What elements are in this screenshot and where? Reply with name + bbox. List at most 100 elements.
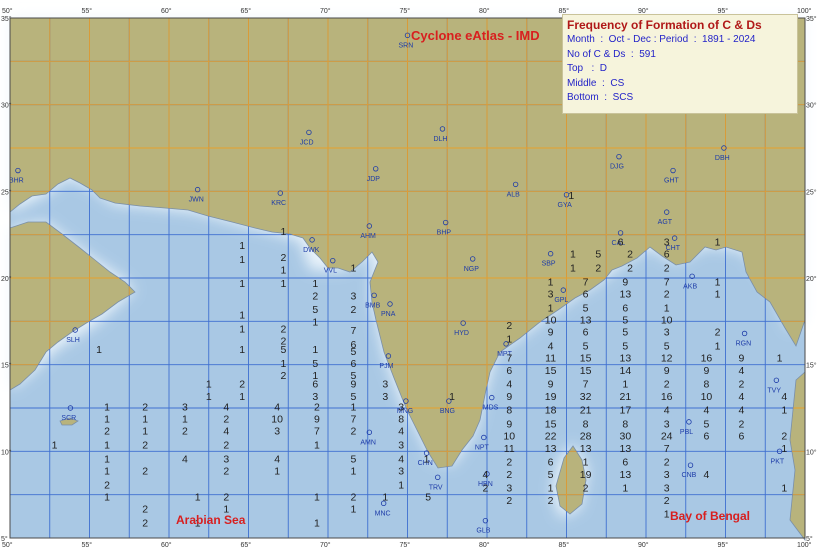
- cell-count: 7: [583, 379, 589, 391]
- station-marker: [616, 153, 622, 160]
- cell-count: 2: [351, 304, 357, 316]
- cell-count: 2: [223, 465, 229, 477]
- cell-count: 1: [622, 379, 628, 391]
- station-label: AHM: [360, 233, 376, 240]
- cell-count: 1: [548, 302, 554, 314]
- lat-label-right: 35°: [806, 15, 817, 23]
- cell-count: 2: [281, 335, 287, 347]
- station-label: SBP: [542, 261, 556, 268]
- station-marker: [617, 230, 624, 236]
- station-marker: [481, 434, 487, 441]
- cell-count: 3: [312, 391, 318, 403]
- station-label: CAL: [612, 240, 626, 247]
- cell-count: 14: [619, 365, 631, 377]
- station-marker: [484, 471, 490, 477]
- cell-count: 3: [351, 290, 357, 302]
- station-label: ALB: [507, 191, 521, 198]
- station-marker: [439, 126, 446, 132]
- cell-count: 4: [223, 401, 229, 413]
- cell-count: 5: [351, 391, 357, 403]
- lon-label-top: 85°: [559, 7, 570, 15]
- lat-label-right: 10°: [806, 448, 817, 456]
- cell-count: 12: [661, 353, 673, 365]
- station-label: SRN: [399, 42, 414, 49]
- cell-count: 1: [104, 465, 110, 477]
- cell-count: 2: [314, 401, 320, 413]
- lon-label-top: 95°: [718, 7, 729, 15]
- cell-count: 4: [398, 426, 404, 438]
- lat-lon-grid: [10, 18, 805, 538]
- cell-count: 10: [545, 315, 557, 327]
- lon-label-bottom: 100°: [797, 541, 812, 549]
- lat-label-left: 25°: [1, 188, 12, 196]
- cell-count: 1: [142, 413, 148, 425]
- cell-count: 17: [619, 405, 631, 417]
- cell-count: 1: [312, 370, 318, 382]
- station-marker: [687, 462, 694, 468]
- cell-count: 9: [314, 413, 320, 425]
- cell-count: 7: [351, 325, 357, 337]
- cell-count: 1: [281, 226, 287, 238]
- land-socotra: [59, 417, 79, 426]
- cell-count: 7: [664, 276, 670, 288]
- info-line-period: Month : Oct - Dec : Period : 1891 - 2024: [567, 34, 756, 45]
- cell-count: 2: [223, 439, 229, 451]
- cell-count: 1: [206, 391, 212, 403]
- cell-count: 2: [482, 483, 488, 495]
- cell-count: 1: [424, 453, 430, 465]
- cell-count: 21: [619, 391, 631, 403]
- cell-count: 11: [504, 443, 515, 455]
- cell-count: 2: [351, 491, 357, 503]
- station-marker: [663, 209, 670, 215]
- cell-count: 19: [580, 469, 592, 481]
- cell-count: 7: [314, 426, 320, 438]
- lon-label-bottom: 70°: [320, 541, 331, 549]
- cell-count: 6: [583, 327, 589, 339]
- lon-label-bottom: 55°: [82, 541, 93, 549]
- cell-count: 4: [703, 469, 709, 481]
- lat-label-left: 15°: [1, 362, 12, 370]
- lat-label-left: 10°: [1, 448, 12, 456]
- station-label: SCR: [61, 415, 76, 422]
- station-marker: [15, 167, 21, 174]
- cell-count: 15: [580, 353, 592, 365]
- station-marker: [686, 419, 692, 425]
- cell-count: 7: [583, 276, 589, 288]
- cell-count: 6: [506, 365, 512, 377]
- station-marker: [366, 223, 373, 229]
- cell-count: 18: [545, 405, 557, 417]
- cell-count: 9: [738, 353, 744, 365]
- cell-count: 8: [622, 419, 628, 431]
- lon-label-bottom: 85°: [559, 541, 570, 549]
- arabian-sea-label: Arabian Sea: [176, 513, 246, 527]
- cell-count: 9: [664, 365, 670, 377]
- station-marker: [373, 166, 379, 172]
- cell-count: 1: [715, 276, 721, 288]
- station-label: GLB: [476, 528, 490, 535]
- lat-label-right: 20°: [806, 275, 817, 283]
- station-label: BHR: [9, 178, 24, 185]
- cell-count: 4: [738, 365, 744, 377]
- cell-count: 1: [195, 517, 201, 529]
- station-marker: [547, 251, 554, 257]
- cell-count: 5: [351, 370, 357, 382]
- cell-count: 6: [351, 339, 357, 351]
- station-marker: [512, 181, 519, 188]
- cell-count: 3: [506, 483, 512, 495]
- cell-count: 1: [781, 483, 787, 495]
- cell-count: 1: [239, 391, 245, 403]
- station-marker: [560, 287, 567, 293]
- cell-count: 6: [738, 431, 744, 443]
- cell-count: 5: [281, 344, 287, 356]
- cell-count: 9: [351, 379, 357, 391]
- cell-count: 5: [351, 346, 357, 358]
- lat-label-right: 15°: [806, 362, 817, 370]
- cell-count: 5: [703, 419, 709, 431]
- cell-count: 8: [398, 413, 404, 425]
- station-marker: [689, 273, 695, 279]
- cell-count: 4: [664, 405, 670, 417]
- station-label: CHN: [418, 460, 433, 467]
- cell-count: 3: [664, 483, 670, 495]
- cell-count: 1: [104, 439, 110, 451]
